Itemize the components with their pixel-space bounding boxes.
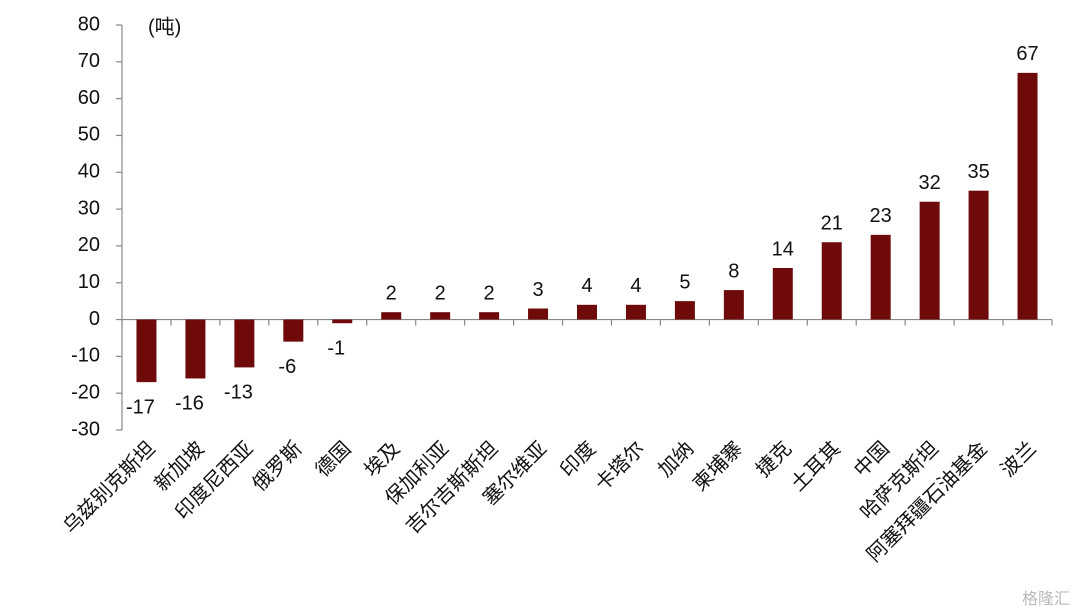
y-tick-label: 80 — [78, 13, 100, 35]
x-tick-label: 土耳其 — [786, 437, 845, 496]
x-tick-label: 埃及 — [360, 437, 405, 482]
y-tick-label: 20 — [78, 234, 100, 256]
y-tick-label: 30 — [78, 197, 100, 219]
value-label: 67 — [1016, 43, 1038, 65]
y-tick-label: 40 — [78, 161, 100, 183]
value-label: 2 — [484, 282, 495, 304]
bar — [919, 201, 940, 320]
x-tick-label: 柬埔寨 — [688, 437, 747, 496]
value-label: 32 — [919, 172, 941, 194]
x-tick-label: 加纳 — [654, 437, 699, 482]
value-label: 5 — [679, 271, 690, 293]
bar — [674, 301, 695, 320]
value-label: 14 — [772, 238, 794, 260]
value-label: 23 — [870, 205, 892, 227]
bar — [234, 319, 255, 368]
bar — [968, 190, 989, 320]
bar — [625, 304, 646, 320]
value-label: 4 — [630, 275, 641, 297]
value-label: 2 — [435, 282, 446, 304]
value-label: -16 — [175, 393, 204, 415]
y-tick-label: 10 — [78, 271, 100, 293]
value-label: 4 — [581, 275, 592, 297]
x-tick-label: 捷克 — [752, 437, 797, 482]
x-tick-label: 波兰 — [996, 437, 1041, 482]
bar — [1017, 72, 1038, 320]
value-label: 2 — [386, 282, 397, 304]
unit-label: (吨) — [148, 15, 181, 38]
bar — [528, 308, 549, 320]
value-label: 21 — [821, 213, 843, 235]
watermark: 格隆汇 — [1022, 590, 1070, 608]
y-tick-label: 70 — [78, 50, 100, 72]
y-tick-label: -10 — [71, 345, 100, 367]
value-label: -1 — [327, 338, 345, 360]
x-tick-label: 中国 — [849, 437, 894, 482]
value-label: -13 — [224, 382, 253, 404]
value-label: 35 — [967, 161, 989, 183]
x-tick-label: 卡塔尔 — [591, 437, 650, 496]
bar — [821, 242, 842, 320]
bar — [283, 319, 304, 342]
x-tick-label: 印度 — [556, 437, 601, 482]
x-tick-label: 德国 — [311, 437, 356, 482]
value-label: 8 — [728, 260, 739, 282]
bar — [185, 319, 206, 379]
bar — [430, 312, 451, 320]
y-tick-label: -30 — [71, 418, 100, 440]
bar — [870, 234, 891, 320]
bar — [479, 312, 500, 320]
value-label: 3 — [532, 279, 543, 301]
y-tick-label: 0 — [89, 308, 100, 330]
bar — [723, 290, 744, 320]
bar — [136, 319, 157, 383]
x-tick-label: 乌兹别克斯坦 — [59, 437, 160, 538]
x-tick-label: 俄罗斯 — [248, 437, 307, 496]
y-tick-label: -20 — [71, 381, 100, 403]
y-tick-label: 60 — [78, 87, 100, 109]
bar — [577, 304, 597, 320]
bar — [381, 312, 402, 320]
bar — [772, 268, 793, 320]
y-tick-label: 50 — [78, 124, 100, 146]
value-label: -6 — [278, 356, 296, 378]
value-label: -17 — [126, 396, 155, 418]
bar — [332, 319, 353, 324]
